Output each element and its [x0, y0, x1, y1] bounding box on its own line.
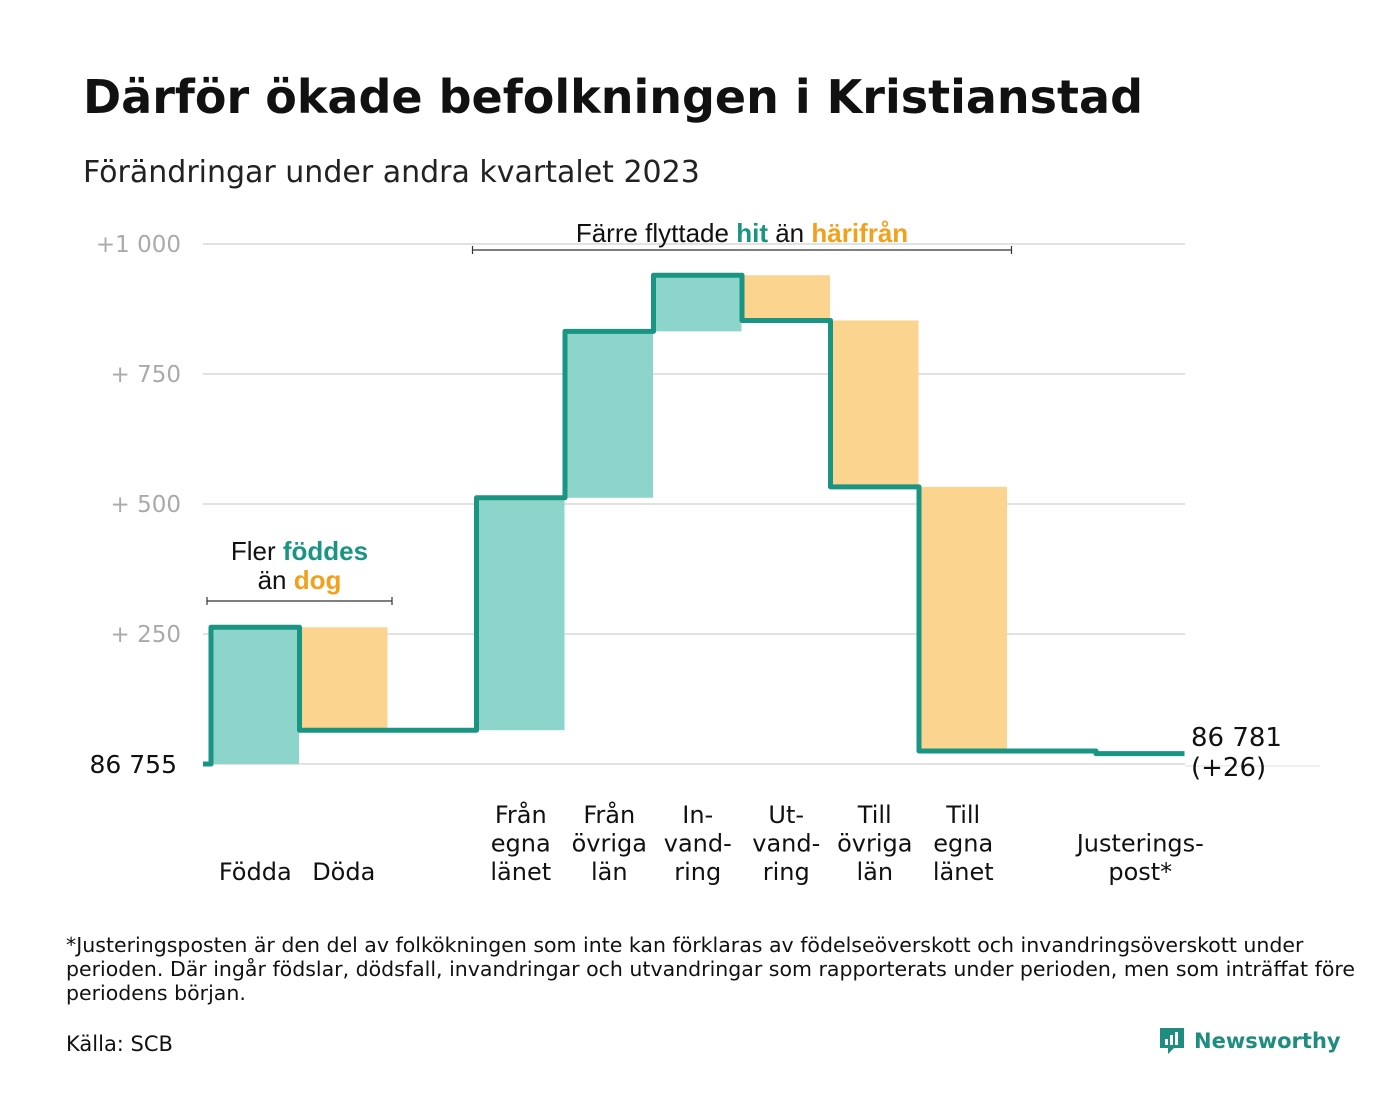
migration-annotation-text-part: härifrån — [811, 218, 908, 248]
births-deaths-annotation-text-part: Fler — [231, 536, 283, 566]
y-tick-label: + 250 — [111, 622, 181, 648]
y-tick-label: +1 000 — [96, 232, 181, 258]
migration-annotation-text-part: Färre flyttade — [576, 218, 736, 248]
newsworthy-logo-icon — [1160, 1028, 1184, 1054]
source-label: Källa: SCB — [66, 1032, 173, 1056]
x-tick-label: län — [856, 858, 893, 886]
bar-döda — [299, 627, 388, 731]
x-tick-label: Till — [945, 801, 980, 829]
x-tick-label: Till — [857, 801, 892, 829]
x-tick-label: Födda — [219, 858, 292, 886]
x-tick-label: Döda — [312, 858, 375, 886]
base-value-label: 86 755 — [90, 750, 177, 779]
x-tick-label: ring — [674, 858, 721, 886]
x-tick-label: post* — [1108, 858, 1172, 886]
bar-till-egna-länet — [919, 486, 1007, 751]
bar-födda — [211, 627, 299, 764]
brand-name: Newsworthy — [1194, 1029, 1341, 1053]
x-tick-label: övriga — [572, 830, 647, 858]
births-deaths-annotation-text-part: föddes — [283, 536, 368, 566]
births-deaths-annotation-text: Fler föddes — [231, 536, 368, 566]
x-tick-label: län — [591, 858, 628, 886]
migration-annotation-text-part: än — [768, 218, 811, 248]
x-tick-label: In- — [682, 801, 713, 829]
bar-från-egna-länet — [476, 497, 565, 731]
footnote: *Justeringsposten är den del av folkökni… — [66, 933, 1355, 1005]
bar-invandring — [653, 275, 742, 332]
x-tick-label: Från — [583, 800, 635, 829]
x-tick-label: Ut- — [768, 801, 804, 829]
bar-utvandring — [742, 275, 830, 321]
births-deaths-annotation-text-part: än — [258, 565, 294, 595]
x-tick-label: länet — [490, 858, 551, 886]
y-tick-label: + 500 — [111, 492, 181, 518]
x-tick-label: ring — [763, 858, 810, 886]
births-deaths-annotation-text-part: dog — [294, 565, 342, 595]
births-deaths-annotation-text: än dog — [258, 565, 342, 595]
brand-logo: Newsworthy — [1158, 1026, 1341, 1056]
cumulative-step-line — [203, 272, 1185, 767]
x-tick-label: egna — [933, 830, 993, 858]
y-tick-label: + 750 — [111, 362, 181, 388]
x-tick-label: övriga — [837, 830, 912, 858]
x-tick-label: Från — [495, 800, 547, 829]
x-tick-label: vand- — [664, 830, 732, 858]
end-value-label: 86 781 — [1191, 723, 1282, 753]
x-tick-label: egna — [491, 830, 551, 858]
bar-från-övriga-län — [565, 331, 653, 498]
x-tick-label: vand- — [752, 830, 820, 858]
x-tick-label: länet — [933, 858, 994, 886]
x-tick-label: Justerings- — [1075, 830, 1204, 858]
chart-title: Därför ökade befolkningen i Kristianstad — [83, 70, 1143, 124]
bar-till-övriga-län — [830, 320, 919, 487]
end-change-label: (+26) — [1191, 753, 1266, 783]
chart-subtitle: Förändringar under andra kvartalet 2023 — [83, 155, 700, 190]
migration-annotation-text: Färre flyttade hit än härifrån — [576, 218, 908, 248]
migration-annotation-text-part: hit — [736, 218, 768, 248]
